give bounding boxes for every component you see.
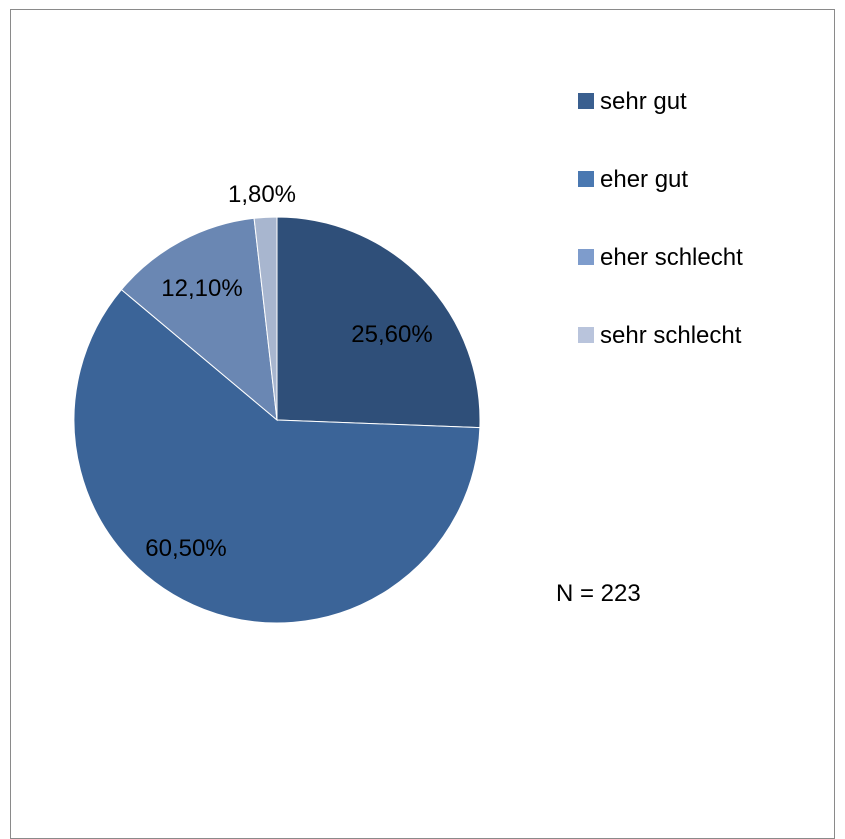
legend-swatch bbox=[578, 171, 594, 187]
legend-item-sehr-gut: sehr gut bbox=[578, 88, 687, 115]
legend-item-sehr-schlecht: sehr schlecht bbox=[578, 322, 742, 349]
pie-data-labels: 25,60% 60,50% 12,10% 1,80% bbox=[145, 181, 432, 562]
legend-label: sehr schlecht bbox=[600, 322, 742, 349]
data-label-eher-gut: 60,50% bbox=[145, 535, 226, 562]
pie-slice-sehr-schlecht bbox=[253, 216, 278, 421]
pie-slice-eher-gut bbox=[73, 288, 481, 624]
legend-swatch bbox=[578, 327, 594, 343]
legend-label: eher gut bbox=[600, 166, 688, 193]
data-label-sehr-gut: 25,60% bbox=[351, 321, 432, 348]
legend-swatch bbox=[578, 249, 594, 265]
legend: sehr gut eher gut eher schlecht sehr schlec… bbox=[578, 88, 743, 349]
legend-swatch bbox=[578, 93, 594, 109]
pie-slice-eher-schlecht bbox=[120, 217, 278, 422]
legend-label: eher schlecht bbox=[600, 244, 743, 271]
pie-slice-sehr-gut bbox=[276, 216, 481, 429]
pie-slices bbox=[73, 216, 481, 624]
sample-size-note: N = 223 bbox=[556, 580, 641, 607]
data-label-sehr-schlecht: 1,80% bbox=[228, 181, 296, 208]
legend-label: sehr gut bbox=[600, 88, 687, 115]
legend-item-eher-schlecht: eher schlecht bbox=[578, 244, 743, 271]
data-label-eher-schlecht: 12,10% bbox=[161, 275, 242, 302]
legend-item-eher-gut: eher gut bbox=[578, 166, 688, 193]
